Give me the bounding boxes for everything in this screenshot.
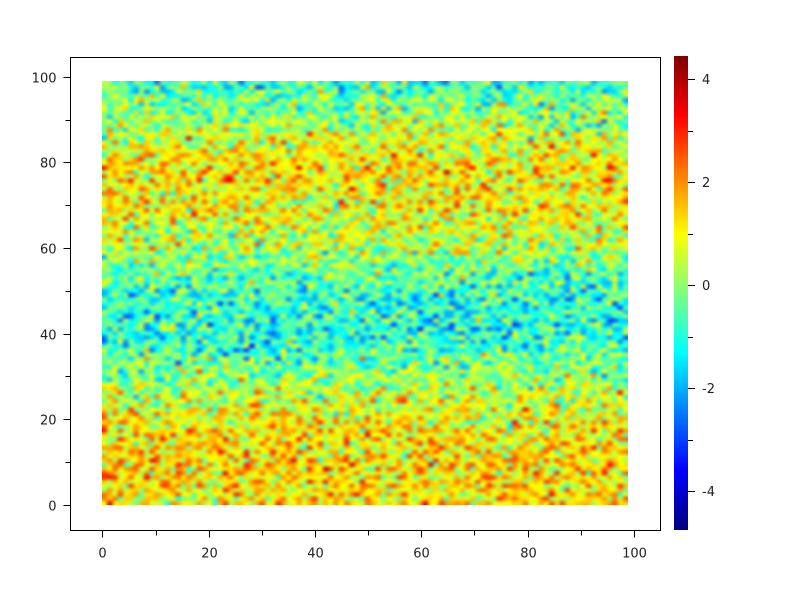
x-tick-label: 80	[520, 547, 537, 562]
y-tick-label: 60	[40, 243, 57, 258]
y-tick-label: 100	[32, 72, 57, 87]
colorbar-tick-label: -2	[702, 382, 715, 397]
y-tick-label: 80	[40, 157, 57, 172]
x-tick-label: 40	[307, 547, 324, 562]
colorbar-gradient	[674, 56, 688, 530]
heatmap-image	[102, 81, 628, 505]
x-tick-label: 0	[98, 547, 106, 562]
x-tick-label: 60	[413, 547, 430, 562]
colorbar-tick-label: 0	[702, 279, 710, 294]
plot-frame	[70, 57, 661, 531]
x-tick-label: 20	[201, 547, 218, 562]
colorbar-tick-label: 4	[702, 73, 710, 88]
y-tick-label: 40	[40, 329, 57, 344]
y-tick-label: 0	[48, 500, 56, 515]
colorbar-tick-label: -4	[702, 485, 715, 500]
y-tick-label: 20	[40, 414, 57, 429]
colorbar-tick-label: 2	[702, 176, 710, 191]
x-tick-label: 100	[622, 547, 647, 562]
